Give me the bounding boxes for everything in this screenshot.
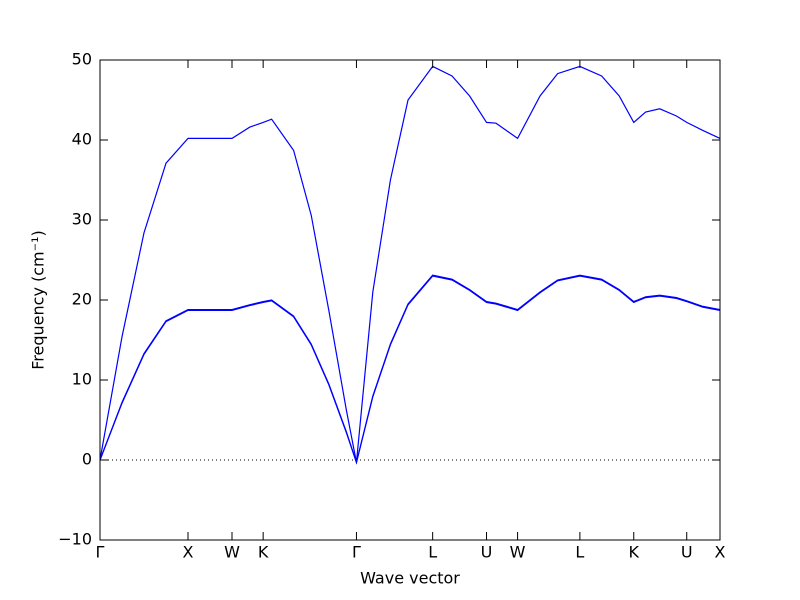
x-tick-label: U [481, 543, 493, 562]
x-tick-label: Γ [352, 543, 361, 562]
x-tick-label: K [258, 543, 269, 562]
y-tick-label: 10 [72, 370, 92, 389]
y-tick-label: −10 [58, 530, 92, 549]
x-tick-label: K [629, 543, 640, 562]
y-tick-label: 30 [72, 210, 92, 229]
x-axis-label: Wave vector [360, 569, 460, 588]
y-axis-label: Frequency (cm⁻¹) [29, 230, 48, 369]
band-line [99, 274, 721, 465]
x-tick-label: W [510, 543, 526, 562]
y-tick-label: 20 [72, 290, 92, 309]
x-tick-label: L [428, 543, 437, 562]
band-line [99, 275, 721, 465]
y-tick-label: 40 [72, 130, 92, 149]
x-tick-label: Γ [96, 543, 105, 562]
x-tick-label: W [224, 543, 240, 562]
plot-frame [99, 59, 721, 541]
x-tick-label: X [183, 543, 194, 562]
y-tick-label: 0 [82, 450, 92, 469]
x-tick-label: U [681, 543, 693, 562]
x-tick-label: X [715, 543, 726, 562]
x-tick-label: L [575, 543, 584, 562]
y-tick-label: 50 [72, 50, 92, 69]
